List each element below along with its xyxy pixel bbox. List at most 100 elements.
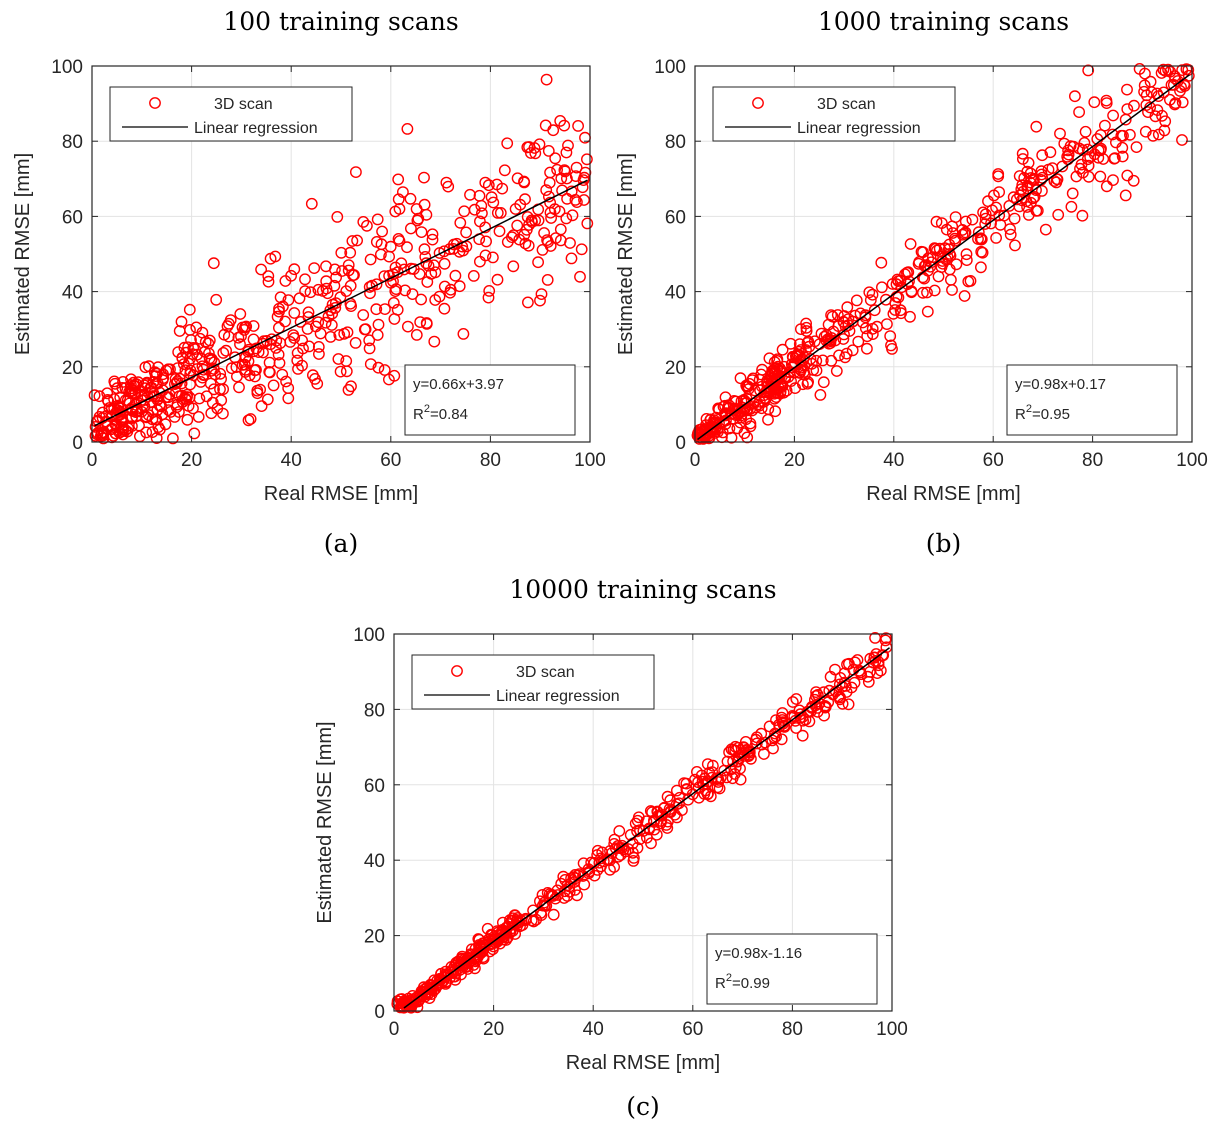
scatter-point	[420, 208, 433, 221]
scatter-point	[1073, 106, 1086, 119]
scatter-point	[1009, 239, 1021, 252]
scatter-point	[1100, 94, 1113, 107]
scatter-point	[521, 141, 534, 154]
scatter-point	[868, 304, 881, 317]
scatter-point	[904, 238, 917, 250]
scatter-point	[805, 702, 818, 714]
scatter-point	[415, 293, 427, 306]
y-tick-label: 40	[665, 283, 686, 304]
scatter-point	[238, 323, 251, 336]
scatter-point	[232, 331, 245, 344]
scatter-point	[902, 266, 915, 279]
scatter-point	[544, 166, 556, 179]
scatter-point	[1076, 209, 1089, 222]
scatter-point	[726, 772, 739, 785]
y-tick-label: 100	[51, 57, 83, 78]
scatter-point	[551, 163, 563, 176]
scatter-point	[320, 260, 332, 273]
scatter-point	[420, 317, 433, 329]
scatter-point	[220, 344, 233, 357]
scatter-point	[491, 206, 504, 219]
scatter-point	[758, 748, 770, 760]
scatter-point	[532, 256, 544, 269]
scatter-point	[734, 762, 746, 775]
x-tick-label: 80	[782, 1019, 803, 1040]
scatter-point	[410, 328, 423, 341]
scatter-point	[802, 376, 814, 388]
legend-box	[411, 654, 655, 710]
scatter-point	[330, 271, 342, 284]
scatter-point	[344, 246, 357, 259]
scatter-point	[358, 323, 371, 336]
scatter-point	[713, 417, 725, 430]
scatter-point	[1015, 183, 1028, 196]
legend-marker-scatter	[451, 665, 463, 677]
scatter-point	[922, 252, 935, 265]
scatter-point	[405, 262, 417, 275]
scatter-point	[890, 278, 903, 291]
scatter-point	[121, 425, 134, 438]
scatter-point	[392, 193, 405, 206]
regression-annotation: y=0.98x-1.16 R2=0.99	[706, 933, 878, 1005]
scatter-point	[990, 231, 1002, 244]
scatter-point	[608, 833, 621, 846]
x-axis-label: Real RMSE [mm]	[866, 483, 1020, 505]
scatter-point	[966, 213, 979, 226]
scatter-point	[242, 414, 255, 427]
scatter-point	[905, 285, 918, 298]
y-tick-label: 80	[665, 132, 686, 153]
scatter-point	[491, 273, 504, 286]
scatter-point	[230, 370, 243, 383]
scatter-point	[176, 351, 189, 364]
scatter-point	[564, 237, 576, 249]
scatter-point	[1004, 223, 1016, 236]
scatter-point	[511, 915, 523, 928]
scatter-point	[950, 258, 963, 271]
scatter-point	[489, 936, 502, 949]
scatter-point	[819, 700, 831, 712]
scatter-point	[644, 805, 657, 817]
scatter-point	[738, 750, 751, 762]
scatter-point	[1140, 89, 1153, 102]
scatter-point	[129, 398, 142, 411]
scatter-point	[140, 426, 153, 439]
scatter-point	[1157, 63, 1170, 76]
x-tick-label: 60	[682, 1019, 703, 1040]
scatter-point	[535, 288, 548, 300]
scatter-point	[1159, 115, 1172, 128]
scatter-point	[1119, 189, 1132, 202]
scatter-point	[749, 401, 762, 414]
x-tick-label: 20	[784, 450, 805, 471]
scatter-point	[273, 357, 286, 369]
scatter-point	[993, 186, 1005, 199]
scatter-point	[468, 962, 481, 975]
scatter-point	[1107, 174, 1119, 187]
scatter-point	[342, 383, 355, 396]
scatter-point	[169, 373, 182, 385]
scatter-point	[1099, 119, 1111, 132]
scatter-point	[608, 861, 620, 873]
scatter-point	[263, 365, 276, 378]
legend-label-scatter: 3D scan	[214, 96, 273, 113]
scatter-point	[1065, 200, 1078, 213]
axes-box	[694, 65, 1193, 443]
scatter-point	[875, 256, 888, 269]
scatter-point	[188, 427, 201, 440]
scatter-point	[1036, 184, 1048, 197]
scatter-point	[262, 275, 275, 288]
regression-equation: y=0.98x-1.16	[715, 945, 802, 962]
x-tick-label: 0	[389, 1019, 400, 1040]
x-tick-label: 0	[87, 450, 98, 471]
scatter-point	[561, 172, 573, 185]
scatter-point	[146, 406, 159, 419]
scatter-point	[282, 392, 295, 405]
scatter-point	[349, 336, 362, 349]
scatter-point	[251, 387, 264, 400]
y-tick-label: 60	[364, 776, 385, 797]
scatter-point	[850, 294, 863, 307]
scatter-point	[569, 170, 582, 183]
scatter-point	[360, 219, 373, 232]
scatter-point	[771, 373, 783, 386]
scatter-point	[181, 413, 194, 426]
scatter-point	[661, 790, 674, 803]
